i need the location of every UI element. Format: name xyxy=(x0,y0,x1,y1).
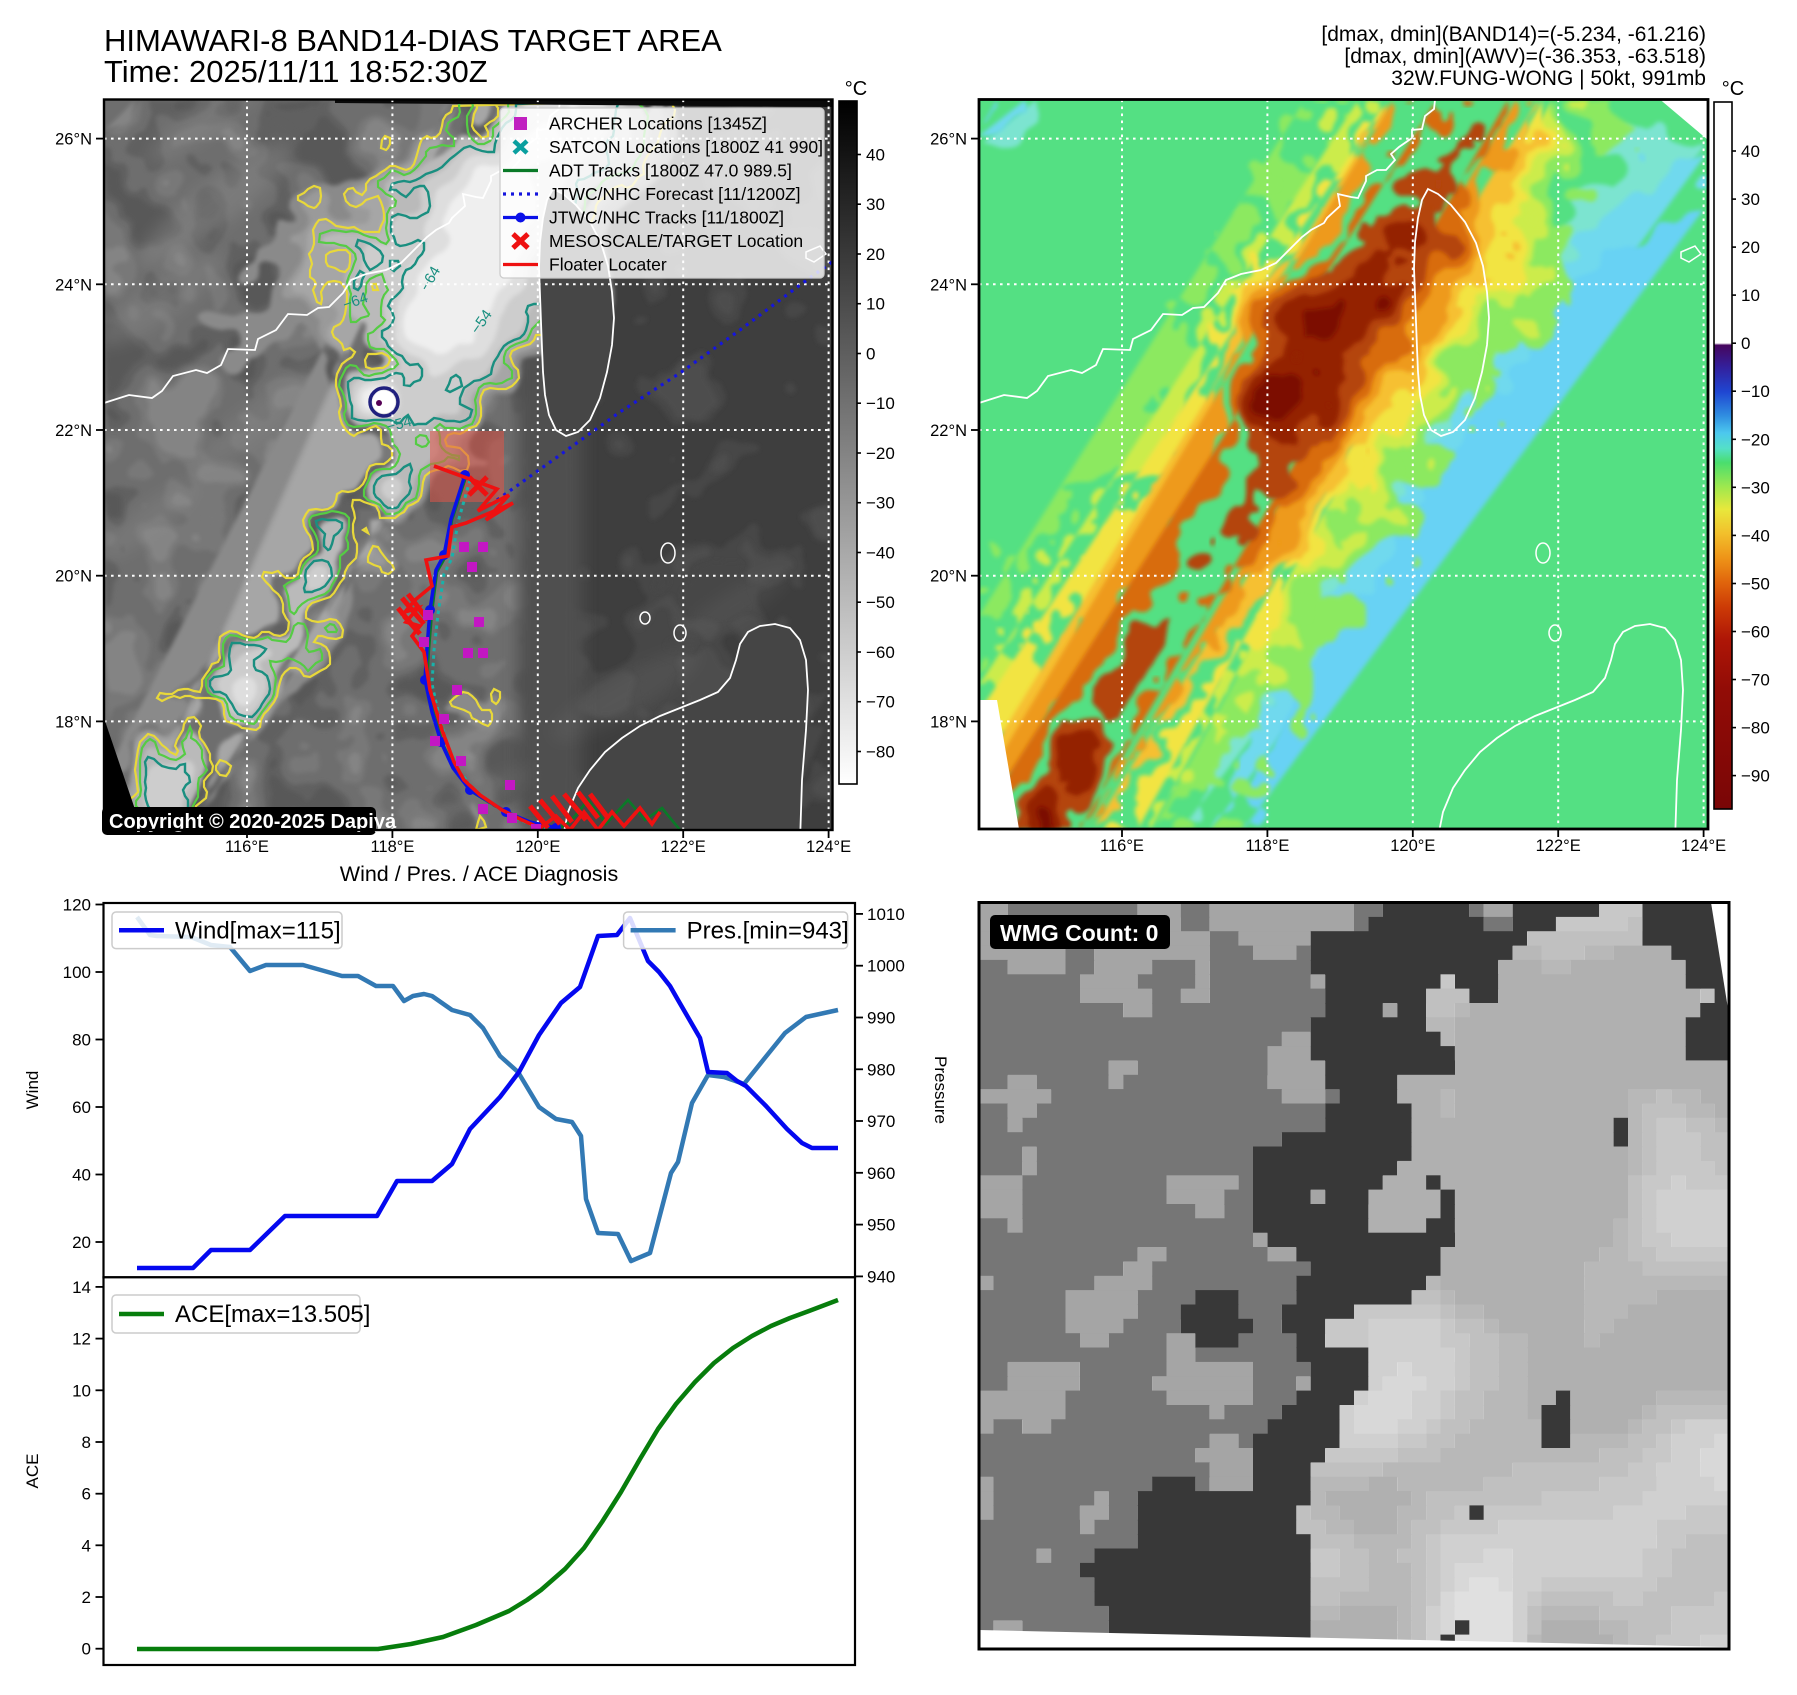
svg-text:122°E: 122°E xyxy=(661,838,706,856)
svg-text:32W.FUNG-WONG | 50kt, 991mb: 32W.FUNG-WONG | 50kt, 991mb xyxy=(1391,67,1706,90)
svg-text:JTWC/NHC Forecast [11/1200Z]: JTWC/NHC Forecast [11/1200Z] xyxy=(549,184,801,204)
svg-text:8: 8 xyxy=(82,1433,91,1452)
svg-text:Wind / Pres. / ACE Diagnosis: Wind / Pres. / ACE Diagnosis xyxy=(340,862,618,886)
svg-text:Time: 2025/11/11 18:52:30Z: Time: 2025/11/11 18:52:30Z xyxy=(104,54,488,89)
svg-text:30: 30 xyxy=(866,195,885,214)
svg-text:−10: −10 xyxy=(1741,382,1770,401)
svg-text:−20: −20 xyxy=(866,444,895,463)
svg-text:116°E: 116°E xyxy=(1100,837,1144,855)
svg-text:1000: 1000 xyxy=(867,957,905,976)
svg-text:−80: −80 xyxy=(1741,719,1770,738)
svg-text:Copyright © 2020-2025 Dapiya: Copyright © 2020-2025 Dapiya xyxy=(109,811,397,833)
svg-text:20°N: 20°N xyxy=(930,568,967,586)
svg-text:Pressure: Pressure xyxy=(931,1056,950,1124)
svg-text:0: 0 xyxy=(866,345,875,364)
svg-text:124°E: 124°E xyxy=(1681,837,1726,855)
svg-text:−50: −50 xyxy=(866,593,895,612)
svg-text:−10: −10 xyxy=(866,394,895,413)
svg-text:40: 40 xyxy=(866,146,885,165)
svg-text:HIMAWARI-8 BAND14-DIAS TARGET: HIMAWARI-8 BAND14-DIAS TARGET AREA xyxy=(104,23,722,58)
svg-text:−90: −90 xyxy=(1741,767,1770,786)
svg-text:°C: °C xyxy=(1722,78,1744,100)
svg-text:40: 40 xyxy=(1741,142,1760,161)
svg-text:−60: −60 xyxy=(866,643,895,662)
svg-text:120°E: 120°E xyxy=(1390,837,1435,855)
svg-text:20: 20 xyxy=(1741,238,1760,257)
svg-text:22°N: 22°N xyxy=(55,422,92,440)
svg-text:970: 970 xyxy=(867,1112,895,1131)
svg-text:SATCON Locations [1800Z 41 990: SATCON Locations [1800Z 41 990] xyxy=(549,137,823,157)
svg-text:Wind[max=115]: Wind[max=115] xyxy=(175,917,341,944)
svg-text:118°E: 118°E xyxy=(370,838,414,856)
svg-text:−20: −20 xyxy=(1741,430,1770,449)
svg-text:−70: −70 xyxy=(1741,671,1770,690)
svg-text:0: 0 xyxy=(1741,334,1750,353)
svg-text:4: 4 xyxy=(82,1536,91,1555)
svg-text:24°N: 24°N xyxy=(930,276,967,294)
svg-text:°C: °C xyxy=(845,78,867,100)
svg-text:40: 40 xyxy=(72,1166,91,1185)
svg-text:80: 80 xyxy=(72,1031,91,1050)
svg-text:Wind: Wind xyxy=(23,1071,42,1110)
svg-text:Pres.[min=943]: Pres.[min=943] xyxy=(687,917,849,944)
svg-text:10: 10 xyxy=(72,1381,91,1400)
svg-text:118°E: 118°E xyxy=(1245,837,1289,855)
svg-text:−80: −80 xyxy=(866,743,895,762)
svg-text:−60: −60 xyxy=(1741,623,1770,642)
svg-text:WMG Count: 0: WMG Count: 0 xyxy=(1000,920,1158,946)
svg-text:980: 980 xyxy=(867,1060,895,1079)
svg-text:14: 14 xyxy=(72,1278,91,1297)
svg-text:JTWC/NHC Tracks [11/1800Z]: JTWC/NHC Tracks [11/1800Z] xyxy=(549,208,784,228)
svg-text:2: 2 xyxy=(82,1588,91,1607)
svg-text:ARCHER Locations [1345Z]: ARCHER Locations [1345Z] xyxy=(549,114,767,134)
svg-text:0: 0 xyxy=(82,1640,91,1659)
svg-text:116°E: 116°E xyxy=(225,838,269,856)
svg-text:60: 60 xyxy=(72,1098,91,1117)
svg-text:122°E: 122°E xyxy=(1536,837,1581,855)
svg-text:[dmax, dmin](AWV)=(-36.353, -6: [dmax, dmin](AWV)=(-36.353, -63.518) xyxy=(1344,45,1706,68)
svg-text:1010: 1010 xyxy=(867,905,905,924)
svg-text:10: 10 xyxy=(866,295,885,314)
svg-text:MESOSCALE/TARGET Location: MESOSCALE/TARGET Location xyxy=(549,231,803,251)
svg-text:ACE[max=13.505]: ACE[max=13.505] xyxy=(175,1301,370,1328)
svg-text:20: 20 xyxy=(866,245,885,264)
svg-text:−40: −40 xyxy=(866,544,895,563)
svg-text:[dmax, dmin](BAND14)=(-5.234,: [dmax, dmin](BAND14)=(-5.234, -61.216) xyxy=(1321,23,1706,46)
svg-text:6: 6 xyxy=(82,1485,91,1504)
svg-text:18°N: 18°N xyxy=(930,713,967,731)
svg-text:10: 10 xyxy=(1741,286,1760,305)
svg-text:100: 100 xyxy=(63,963,91,982)
svg-text:−70: −70 xyxy=(866,693,895,712)
svg-text:−30: −30 xyxy=(1741,478,1770,497)
svg-text:12: 12 xyxy=(72,1330,91,1349)
svg-text:940: 940 xyxy=(867,1267,895,1286)
svg-text:−40: −40 xyxy=(1741,526,1770,545)
svg-text:120°E: 120°E xyxy=(515,838,560,856)
svg-text:Floater Locater: Floater Locater xyxy=(549,255,667,275)
svg-text:120: 120 xyxy=(63,896,91,915)
svg-text:26°N: 26°N xyxy=(55,131,92,149)
svg-text:−30: −30 xyxy=(866,494,895,513)
svg-text:20: 20 xyxy=(72,1233,91,1252)
svg-text:20°N: 20°N xyxy=(55,568,92,586)
svg-text:22°N: 22°N xyxy=(930,422,967,440)
svg-text:124°E: 124°E xyxy=(806,838,851,856)
svg-text:ADT Tracks [1800Z 47.0 989.5]: ADT Tracks [1800Z 47.0 989.5] xyxy=(549,161,792,181)
svg-text:30: 30 xyxy=(1741,190,1760,209)
svg-text:950: 950 xyxy=(867,1216,895,1235)
svg-text:24°N: 24°N xyxy=(55,276,92,294)
svg-text:26°N: 26°N xyxy=(930,131,967,149)
svg-text:ACE: ACE xyxy=(23,1454,42,1489)
svg-text:−50: −50 xyxy=(1741,575,1770,594)
svg-text:990: 990 xyxy=(867,1009,895,1028)
svg-text:18°N: 18°N xyxy=(55,713,92,731)
svg-text:960: 960 xyxy=(867,1164,895,1183)
